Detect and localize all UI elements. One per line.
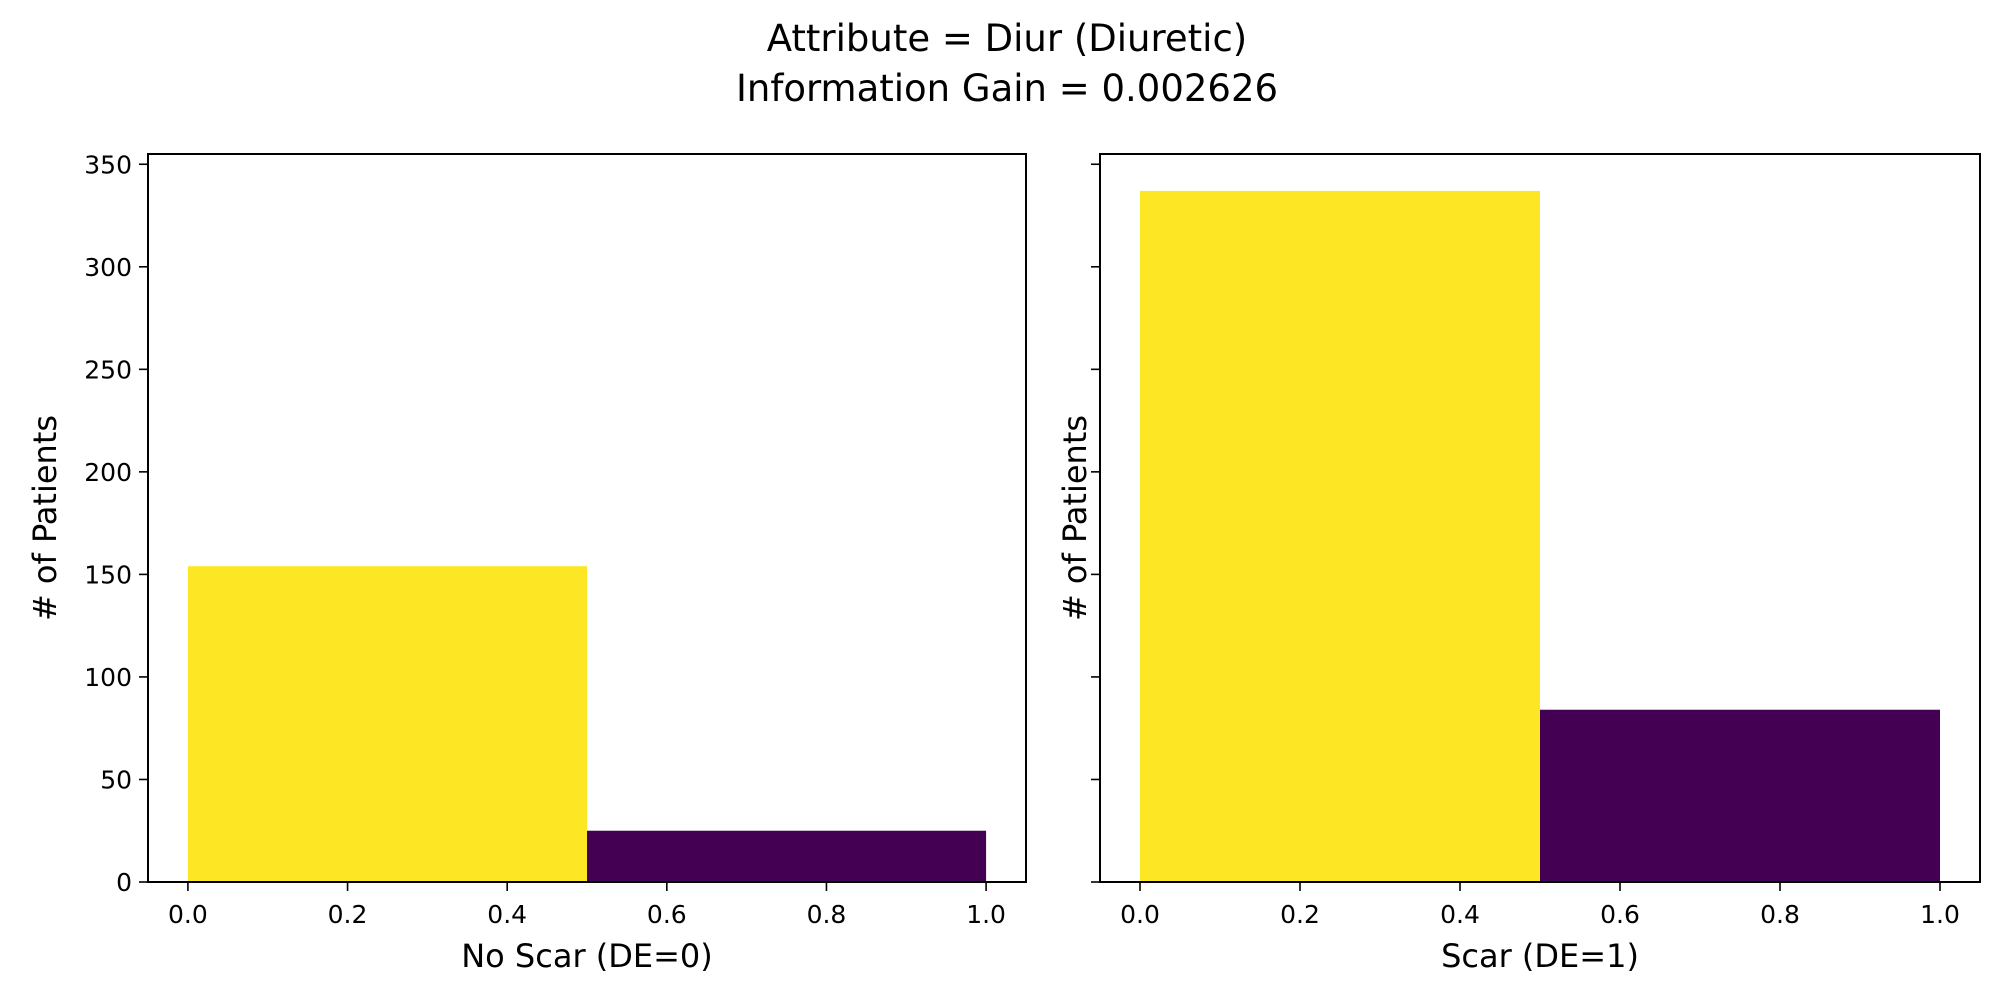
left-panel: 0.0 0.2 0.4 0.6 0.8 1.0 0 50 100 150 200 250 300 350 N… — [26, 150, 1027, 975]
x-tick-label: 1.0 — [966, 900, 1006, 929]
x-tick-label: 0.4 — [487, 900, 527, 929]
x-tick-label: 0.8 — [807, 900, 847, 929]
x-tick-label: 0.0 — [168, 900, 208, 929]
y-tick-label: 0 — [116, 868, 132, 897]
figure-title-line-2: Information Gain = 0.002626 — [736, 67, 1278, 110]
y-tick-label: 350 — [84, 150, 132, 179]
x-tick-label: 0.6 — [1600, 900, 1640, 929]
axes-frame — [1099, 153, 1981, 883]
x-tick-label: 1.0 — [1920, 900, 1960, 929]
bar-0 — [187, 566, 587, 882]
y-tick-label: 100 — [84, 663, 132, 692]
y-tick-label: 50 — [100, 765, 132, 794]
x-tick-label: 0.2 — [328, 900, 368, 929]
y-axis-label: # of Patients — [26, 415, 64, 621]
bar-1 — [587, 830, 987, 882]
x-tick-label: 0.0 — [1120, 900, 1160, 929]
bar-1 — [1540, 709, 1940, 882]
y-tick-label: 150 — [84, 560, 132, 589]
x-axis-label: No Scar (DE=0) — [461, 937, 713, 975]
axes-frame — [147, 153, 1027, 883]
x-tick-label: 0.8 — [1760, 900, 1800, 929]
figure-title-line-1: Attribute = Diur (Diuretic) — [767, 17, 1247, 60]
x-axis-label: Scar (DE=1) — [1441, 937, 1639, 975]
bar-0 — [1140, 190, 1540, 883]
y-tick-label: 200 — [84, 458, 132, 487]
x-tick-label: 0.4 — [1440, 900, 1480, 929]
y-tick-label: 300 — [84, 253, 132, 282]
y-tick-label: 250 — [84, 355, 132, 384]
right-panel: 0.0 0.2 0.4 0.6 0.8 1.0 Scar (DE=1) # of Patien… — [1056, 153, 1981, 975]
x-tick-label: 0.2 — [1280, 900, 1320, 929]
x-tick-label: 0.6 — [647, 900, 687, 929]
y-axis-label: # of Patients — [1056, 415, 1094, 621]
